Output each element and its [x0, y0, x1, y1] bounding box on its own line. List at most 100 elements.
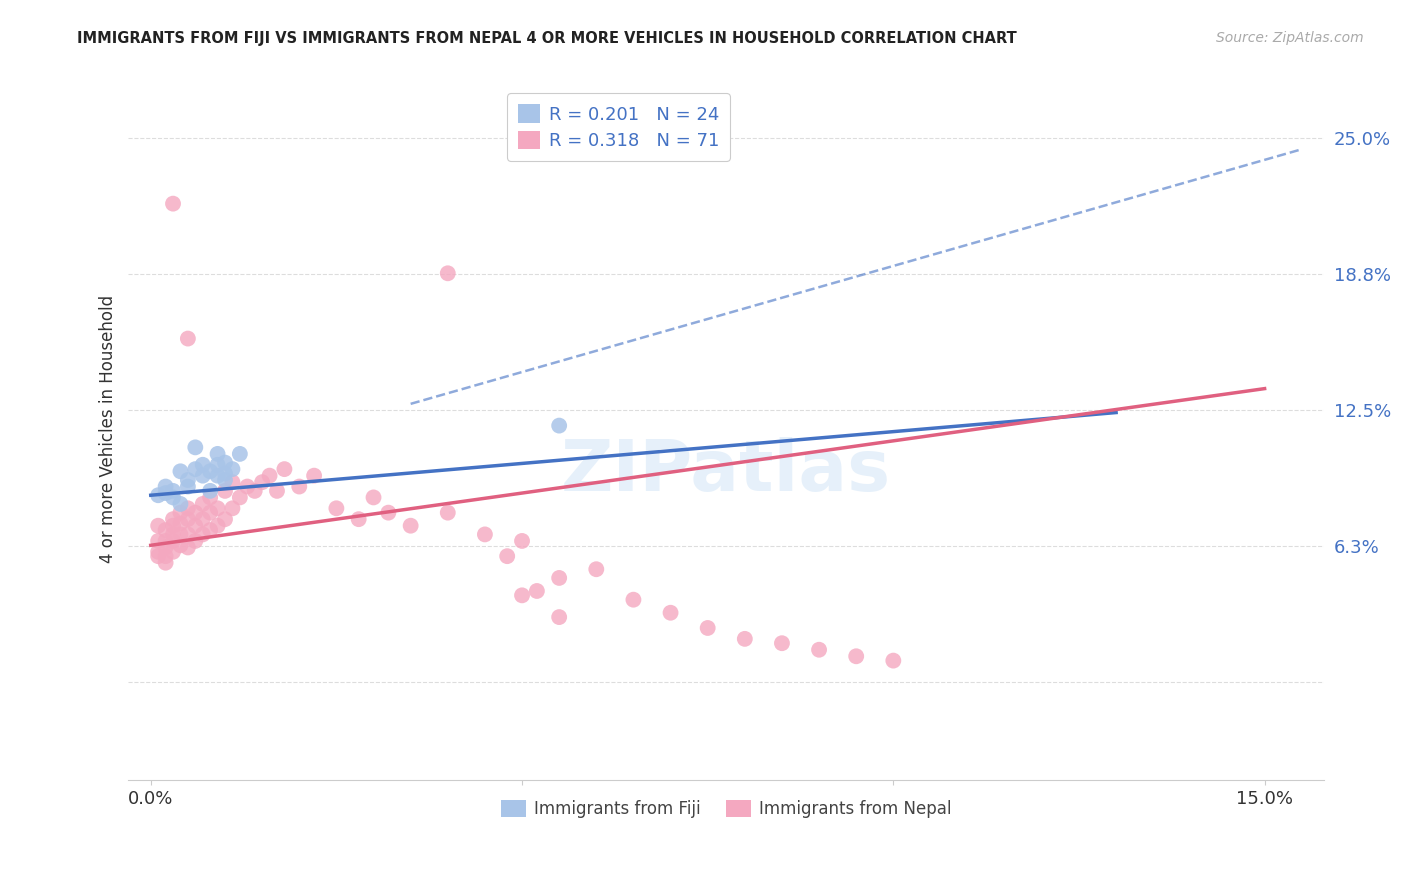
- Point: [436, 266, 458, 280]
- Point: [198, 464, 221, 478]
- Point: [191, 458, 214, 472]
- Point: [169, 516, 191, 531]
- Point: [146, 533, 169, 548]
- Point: [198, 506, 221, 520]
- Point: [155, 479, 177, 493]
- Point: [177, 501, 200, 516]
- Point: [207, 468, 229, 483]
- Point: [696, 621, 718, 635]
- Point: [474, 527, 496, 541]
- Point: [162, 483, 184, 498]
- Point: [266, 483, 288, 498]
- Point: [162, 196, 184, 211]
- Point: [169, 506, 191, 520]
- Point: [169, 464, 191, 478]
- Point: [146, 549, 169, 564]
- Point: [623, 592, 645, 607]
- Point: [155, 541, 177, 555]
- Text: Source: ZipAtlas.com: Source: ZipAtlas.com: [1216, 31, 1364, 45]
- Point: [162, 533, 184, 548]
- Y-axis label: 4 or more Vehicles in Household: 4 or more Vehicles in Household: [100, 295, 117, 563]
- Point: [236, 479, 259, 493]
- Point: [585, 562, 607, 576]
- Point: [155, 486, 177, 500]
- Point: [548, 571, 571, 585]
- Point: [659, 606, 682, 620]
- Point: [198, 483, 221, 498]
- Point: [214, 483, 236, 498]
- Point: [302, 468, 325, 483]
- Point: [526, 584, 548, 599]
- Point: [221, 475, 243, 490]
- Point: [207, 501, 229, 516]
- Point: [259, 468, 281, 483]
- Point: [191, 468, 214, 483]
- Point: [155, 533, 177, 548]
- Point: [184, 506, 207, 520]
- Point: [510, 588, 533, 602]
- Point: [191, 527, 214, 541]
- Point: [288, 479, 311, 493]
- Point: [250, 475, 273, 490]
- Point: [169, 538, 191, 552]
- Point: [214, 473, 236, 487]
- Point: [155, 549, 177, 564]
- Point: [191, 512, 214, 526]
- Point: [510, 533, 533, 548]
- Point: [146, 518, 169, 533]
- Point: [377, 506, 399, 520]
- Point: [177, 512, 200, 526]
- Point: [214, 467, 236, 481]
- Point: [207, 447, 229, 461]
- Point: [184, 441, 207, 455]
- Point: [214, 456, 236, 470]
- Point: [325, 501, 347, 516]
- Point: [734, 632, 756, 646]
- Point: [273, 462, 295, 476]
- Point: [198, 491, 221, 505]
- Text: ZIPatlas: ZIPatlas: [561, 436, 891, 506]
- Point: [162, 527, 184, 541]
- Point: [229, 491, 252, 505]
- Point: [229, 447, 252, 461]
- Point: [436, 506, 458, 520]
- Point: [770, 636, 793, 650]
- Point: [221, 501, 243, 516]
- Point: [808, 642, 831, 657]
- Text: IMMIGRANTS FROM FIJI VS IMMIGRANTS FROM NEPAL 4 OR MORE VEHICLES IN HOUSEHOLD CO: IMMIGRANTS FROM FIJI VS IMMIGRANTS FROM …: [77, 31, 1017, 46]
- Legend: Immigrants from Fiji, Immigrants from Nepal: Immigrants from Fiji, Immigrants from Ne…: [494, 793, 959, 825]
- Point: [155, 556, 177, 570]
- Point: [184, 533, 207, 548]
- Point: [198, 523, 221, 537]
- Point: [146, 545, 169, 559]
- Point: [363, 491, 385, 505]
- Point: [191, 497, 214, 511]
- Point: [155, 523, 177, 537]
- Point: [162, 491, 184, 505]
- Point: [214, 512, 236, 526]
- Point: [207, 458, 229, 472]
- Point: [169, 497, 191, 511]
- Point: [177, 332, 200, 346]
- Point: [399, 518, 422, 533]
- Point: [347, 512, 370, 526]
- Point: [162, 518, 184, 533]
- Point: [882, 654, 904, 668]
- Point: [177, 479, 200, 493]
- Point: [184, 462, 207, 476]
- Point: [177, 527, 200, 541]
- Point: [169, 527, 191, 541]
- Point: [146, 488, 169, 502]
- Point: [184, 518, 207, 533]
- Point: [207, 518, 229, 533]
- Point: [548, 418, 571, 433]
- Point: [177, 541, 200, 555]
- Point: [243, 483, 266, 498]
- Point: [496, 549, 519, 564]
- Point: [845, 649, 868, 664]
- Point: [162, 545, 184, 559]
- Point: [548, 610, 571, 624]
- Point: [177, 473, 200, 487]
- Point: [221, 462, 243, 476]
- Point: [162, 512, 184, 526]
